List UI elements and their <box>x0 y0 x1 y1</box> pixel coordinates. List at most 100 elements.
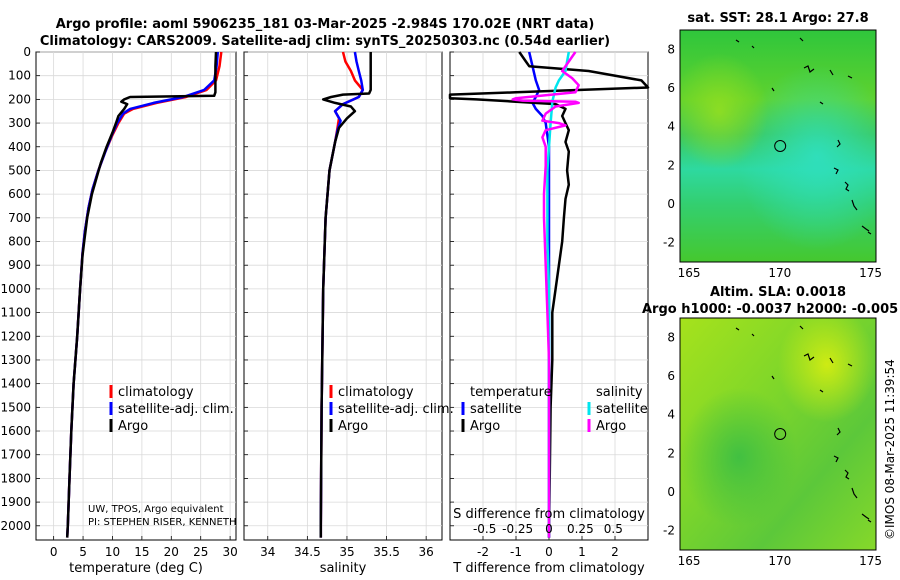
series-line-argo <box>65 51 218 538</box>
difference-legend: temperature salinity satellite Argo sate… <box>461 385 648 434</box>
temperature-lines <box>65 51 223 538</box>
x-tick-label: 5 <box>79 545 87 559</box>
s-diff-tick-labels: -0.5 -0.25 0 0.25 0.5 <box>473 522 623 536</box>
sst-map-axes <box>679 29 877 263</box>
lat-tick-label: 6 <box>667 81 675 95</box>
lat-tick-label: 6 <box>667 369 675 383</box>
depth-tick-label: 1100 <box>0 306 31 320</box>
sla-low-region <box>680 318 876 550</box>
credit-line1: UW, TPOS, Argo equivalent <box>88 504 224 515</box>
depth-tick-labels: 0 100 200 300 400 500 600 700 800 900 1000 1100 1200… <box>0 45 31 533</box>
temperature-xlabel: temperature (deg C) <box>69 561 203 576</box>
difference-lines <box>448 51 650 538</box>
depth-tick-label: 1700 <box>0 448 31 462</box>
difference-panel: -2 -1 0 1 2 -0.5 -0.25 0 0.25 0.5 S difference f… <box>448 51 650 576</box>
lat-tick-label: 2 <box>667 158 675 172</box>
salinity-tick-labels: 34 34.5 35 35.5 36 <box>260 545 434 559</box>
lon-tick-label: 175 <box>859 266 882 280</box>
x-tick-label: 35.5 <box>373 545 400 559</box>
x-tick-label: 0 <box>545 545 553 559</box>
sla-lat-tick-labels: -2 0 2 4 6 8 <box>663 330 675 537</box>
s-diff-tick-label: 0.5 <box>604 522 623 536</box>
credit-line2: PI: STEPHEN RISER, KENNETH <box>88 517 236 528</box>
sst-map-panel: sat. SST: 28.1 Argo: 27.8 165 170 175 -2 0 2… <box>663 11 882 280</box>
x-tick-label: 30 <box>222 545 237 559</box>
legend-t-satellite-label: satellite <box>470 402 522 417</box>
sla-lon-tick-labels: 165 170 175 <box>678 554 882 568</box>
x-tick-label: -2 <box>477 545 489 559</box>
lat-tick-label: 0 <box>667 485 675 499</box>
temperature-tick-labels: 0 5 10 15 20 25 30 <box>50 545 238 559</box>
sst-lat-tick-labels: -2 0 2 4 6 8 <box>663 42 675 249</box>
depth-tick-label: 1200 <box>0 329 31 343</box>
temperature-grid <box>36 51 236 540</box>
lat-tick-label: 2 <box>667 446 675 460</box>
lon-tick-label: 170 <box>768 266 791 280</box>
sst-coastlines <box>735 37 872 235</box>
depth-tick-label: 1800 <box>0 471 31 485</box>
lat-tick-label: 8 <box>667 42 675 56</box>
depth-tick-label: 0 <box>23 45 31 59</box>
temperature-panel: 0100200300400500600700800900100011001200… <box>0 45 237 576</box>
sst-warm-region <box>680 30 876 262</box>
x-tick-label: 34.5 <box>294 545 321 559</box>
salinity-xlabel: salinity <box>320 561 367 576</box>
depth-tick-label: 900 <box>8 258 31 272</box>
depth-tick-label: 1300 <box>0 353 31 367</box>
s-diff-label: S difference from climatology <box>453 507 645 522</box>
t-diff-tick-labels: -2 -1 0 1 2 <box>477 545 619 559</box>
x-tick-label: 35 <box>339 545 354 559</box>
sla-map-title-line2: Argo h1000: -0.0037 h2000: -0.005 <box>642 302 898 317</box>
depth-tick-label: 300 <box>8 116 31 130</box>
temperature-legend: climatology satellite-adj. clim. Argo <box>109 385 234 434</box>
lat-tick-label: 4 <box>667 120 675 134</box>
figure-title-line2: Climatology: CARS2009. Satellite-adj cli… <box>40 34 610 49</box>
sla-map-title-line1: Altim. SLA: 0.0018 <box>710 285 846 300</box>
depth-tick-label: 1000 <box>0 282 31 296</box>
x-tick-label: 2 <box>611 545 619 559</box>
t-diff-xlabel: T difference from climatology <box>452 561 645 576</box>
depth-tick-label: 1500 <box>0 400 31 414</box>
x-tick-label: 36 <box>419 545 434 559</box>
lon-tick-label: 165 <box>678 266 701 280</box>
legend-argo-label: Argo <box>118 419 148 434</box>
sla-map-panel: Altim. SLA: 0.0018 Argo h1000: -0.0037 h… <box>642 285 898 568</box>
depth-tick-label: 400 <box>8 140 31 154</box>
depth-tick-label: 700 <box>8 211 31 225</box>
salinity-lines <box>319 51 372 538</box>
legend-salinity-header: salinity <box>596 385 643 400</box>
legend-t-argo-label: Argo <box>470 419 500 434</box>
depth-tick-label: 600 <box>8 187 31 201</box>
series-line-t-argo <box>448 51 650 538</box>
s-diff-tick-label: -0.25 <box>502 522 533 536</box>
legend-s-argo-label: Argo <box>596 419 626 434</box>
sla-coastlines <box>735 325 872 523</box>
lon-tick-label: 175 <box>859 554 882 568</box>
x-tick-label: 15 <box>134 545 149 559</box>
lat-tick-label: 0 <box>667 197 675 211</box>
series-line-s-argo <box>511 51 580 538</box>
legend-climatology-label: climatology <box>118 385 194 400</box>
sla-map-axes <box>679 317 877 551</box>
depth-tick-label: 1900 <box>0 495 31 509</box>
lat-tick-label: 8 <box>667 330 675 344</box>
lat-tick-label: -2 <box>663 524 675 538</box>
copyright-stamp: ©IMOS 08-Mar-2025 11:39:54 <box>883 359 897 540</box>
x-tick-label: 1 <box>578 545 586 559</box>
salinity-axes <box>243 51 443 541</box>
x-tick-label: 10 <box>105 545 120 559</box>
lon-tick-label: 165 <box>678 554 701 568</box>
lat-tick-label: -2 <box>663 236 675 250</box>
sst-map-title: sat. SST: 28.1 Argo: 27.8 <box>687 11 868 26</box>
depth-tick-label: 200 <box>8 92 31 106</box>
lat-tick-label: 4 <box>667 408 675 422</box>
series-line-argo <box>319 52 372 538</box>
x-tick-label: 25 <box>193 545 208 559</box>
sla-argo-position-marker <box>774 428 787 440</box>
figure-title-line1: Argo profile: aoml 5906235_181 03-Mar-20… <box>56 17 595 32</box>
temperature-axes <box>35 51 237 541</box>
depth-tick-label: 500 <box>8 163 31 177</box>
depth-tick-label: 1600 <box>0 424 31 438</box>
depth-tick-label: 1400 <box>0 377 31 391</box>
